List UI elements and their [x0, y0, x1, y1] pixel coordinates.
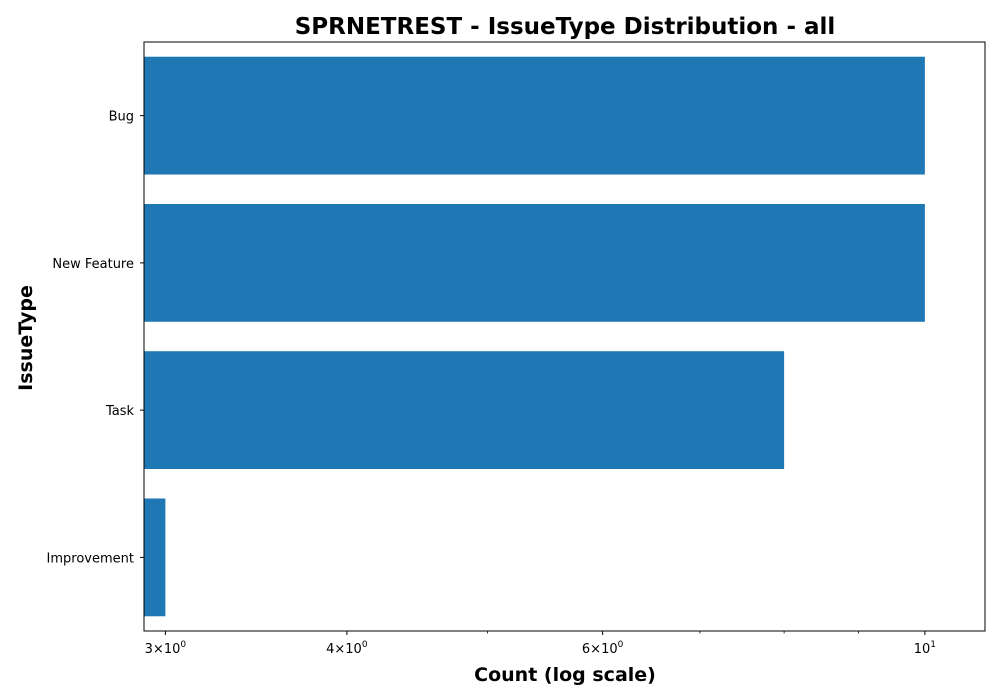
x-tick-label: 101: [914, 640, 936, 657]
y-axis-label: IssueType: [15, 285, 37, 391]
x-tick-label: 3×100: [145, 640, 187, 657]
plot-frame: [143, 41, 986, 632]
chart-title: SPRNETREST - IssueType Distribution - al…: [295, 14, 836, 40]
y-tick-label: New Feature: [52, 257, 134, 272]
x-tick-label: 4×100: [326, 640, 368, 657]
x-tick-label: 6×100: [582, 640, 624, 657]
y-axis-ticks: Bug New Feature Task Improvement: [47, 110, 144, 566]
y-tick-label: Bug: [109, 110, 134, 125]
bar-task: [144, 351, 785, 470]
bar-new-feature: [144, 203, 925, 322]
bar-bug: [144, 56, 925, 175]
x-axis-label: Count (log scale): [474, 664, 656, 686]
x-axis-ticks: 3×100 4×100 6×100 101: [145, 631, 936, 657]
y-tick-label: Task: [105, 404, 135, 419]
y-tick-label: Improvement: [47, 551, 134, 566]
bar-improvement: [144, 498, 166, 617]
bars-group: [144, 56, 925, 617]
